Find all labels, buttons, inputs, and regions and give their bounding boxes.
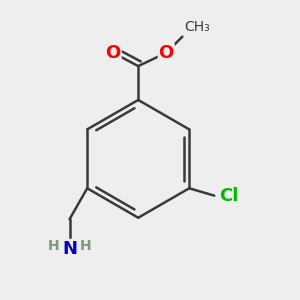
Text: N: N [62,240,77,258]
Text: Cl: Cl [219,187,238,205]
Text: H: H [47,239,59,253]
Text: O: O [106,44,121,62]
Text: CH₃: CH₃ [184,20,210,34]
Text: O: O [159,44,174,62]
Text: H: H [80,239,92,253]
